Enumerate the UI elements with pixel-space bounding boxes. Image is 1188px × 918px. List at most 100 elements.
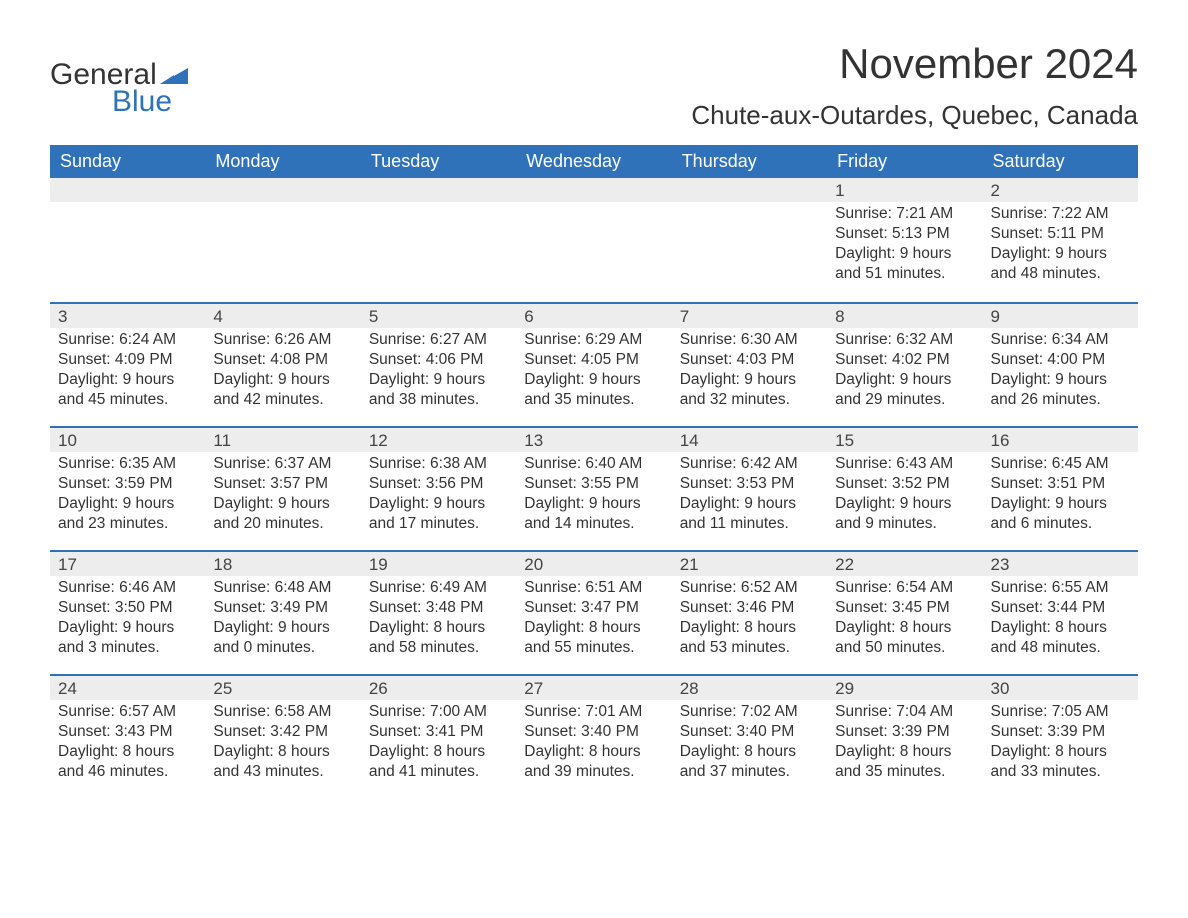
dow-saturday: Saturday	[983, 145, 1138, 178]
sunrise-text: Sunrise: 6:58 AM	[213, 702, 352, 722]
sunrise-text: Sunrise: 6:51 AM	[524, 578, 663, 598]
sunrise-text: Sunrise: 7:01 AM	[524, 702, 663, 722]
day-cell: 4Sunrise: 6:26 AMSunset: 4:08 PMDaylight…	[205, 304, 360, 426]
day-body: Sunrise: 7:04 AMSunset: 3:39 PMDaylight:…	[827, 700, 982, 791]
sunrise-text: Sunrise: 6:32 AM	[835, 330, 974, 350]
daylight-text: Daylight: 9 hours and 32 minutes.	[680, 370, 819, 410]
day-number: 7	[672, 304, 827, 328]
sunrise-text: Sunrise: 7:04 AM	[835, 702, 974, 722]
sunset-text: Sunset: 3:56 PM	[369, 474, 508, 494]
sunrise-text: Sunrise: 6:35 AM	[58, 454, 197, 474]
day-number	[672, 178, 827, 202]
dow-sunday: Sunday	[50, 145, 205, 178]
title-block: November 2024 Chute-aux-Outardes, Quebec…	[691, 40, 1138, 131]
daylight-text: Daylight: 9 hours and 38 minutes.	[369, 370, 508, 410]
day-number: 17	[50, 552, 205, 576]
dow-thursday: Thursday	[672, 145, 827, 178]
sunrise-text: Sunrise: 6:45 AM	[991, 454, 1130, 474]
sunrise-text: Sunrise: 7:21 AM	[835, 204, 974, 224]
day-body: Sunrise: 7:21 AMSunset: 5:13 PMDaylight:…	[827, 202, 982, 293]
day-cell	[672, 178, 827, 302]
daylight-text: Daylight: 8 hours and 35 minutes.	[835, 742, 974, 782]
day-number: 27	[516, 676, 671, 700]
day-number: 30	[983, 676, 1138, 700]
week-row: 10Sunrise: 6:35 AMSunset: 3:59 PMDayligh…	[50, 426, 1138, 550]
day-number: 28	[672, 676, 827, 700]
day-body: Sunrise: 6:48 AMSunset: 3:49 PMDaylight:…	[205, 576, 360, 667]
header: General Blue November 2024 Chute-aux-Out…	[50, 40, 1138, 131]
sunset-text: Sunset: 4:03 PM	[680, 350, 819, 370]
sunrise-text: Sunrise: 7:00 AM	[369, 702, 508, 722]
week-row: 1Sunrise: 7:21 AMSunset: 5:13 PMDaylight…	[50, 178, 1138, 302]
day-number	[205, 178, 360, 202]
sunrise-text: Sunrise: 6:37 AM	[213, 454, 352, 474]
sunrise-text: Sunrise: 6:29 AM	[524, 330, 663, 350]
sunset-text: Sunset: 3:51 PM	[991, 474, 1130, 494]
sunset-text: Sunset: 3:55 PM	[524, 474, 663, 494]
sunset-text: Sunset: 4:08 PM	[213, 350, 352, 370]
logo: General Blue	[50, 40, 188, 117]
daylight-text: Daylight: 9 hours and 23 minutes.	[58, 494, 197, 534]
daylight-text: Daylight: 9 hours and 29 minutes.	[835, 370, 974, 410]
daylight-text: Daylight: 9 hours and 9 minutes.	[835, 494, 974, 534]
daylight-text: Daylight: 9 hours and 0 minutes.	[213, 618, 352, 658]
day-cell: 20Sunrise: 6:51 AMSunset: 3:47 PMDayligh…	[516, 552, 671, 674]
day-cell: 7Sunrise: 6:30 AMSunset: 4:03 PMDaylight…	[672, 304, 827, 426]
day-body: Sunrise: 7:00 AMSunset: 3:41 PMDaylight:…	[361, 700, 516, 791]
daylight-text: Daylight: 8 hours and 37 minutes.	[680, 742, 819, 782]
day-cell: 22Sunrise: 6:54 AMSunset: 3:45 PMDayligh…	[827, 552, 982, 674]
day-cell: 23Sunrise: 6:55 AMSunset: 3:44 PMDayligh…	[983, 552, 1138, 674]
daylight-text: Daylight: 9 hours and 48 minutes.	[991, 244, 1130, 284]
daylight-text: Daylight: 9 hours and 3 minutes.	[58, 618, 197, 658]
day-body: Sunrise: 6:51 AMSunset: 3:47 PMDaylight:…	[516, 576, 671, 667]
daylight-text: Daylight: 8 hours and 33 minutes.	[991, 742, 1130, 782]
day-number: 25	[205, 676, 360, 700]
week-row: 24Sunrise: 6:57 AMSunset: 3:43 PMDayligh…	[50, 674, 1138, 798]
day-cell: 10Sunrise: 6:35 AMSunset: 3:59 PMDayligh…	[50, 428, 205, 550]
day-number: 1	[827, 178, 982, 202]
day-number: 11	[205, 428, 360, 452]
sunrise-text: Sunrise: 6:24 AM	[58, 330, 197, 350]
day-number: 8	[827, 304, 982, 328]
day-cell	[205, 178, 360, 302]
day-body: Sunrise: 6:46 AMSunset: 3:50 PMDaylight:…	[50, 576, 205, 667]
day-number: 3	[50, 304, 205, 328]
dow-monday: Monday	[205, 145, 360, 178]
sunset-text: Sunset: 3:59 PM	[58, 474, 197, 494]
daylight-text: Daylight: 9 hours and 51 minutes.	[835, 244, 974, 284]
day-cell: 29Sunrise: 7:04 AMSunset: 3:39 PMDayligh…	[827, 676, 982, 798]
day-body: Sunrise: 6:30 AMSunset: 4:03 PMDaylight:…	[672, 328, 827, 419]
sunrise-text: Sunrise: 7:05 AM	[991, 702, 1130, 722]
day-cell: 15Sunrise: 6:43 AMSunset: 3:52 PMDayligh…	[827, 428, 982, 550]
day-body: Sunrise: 6:45 AMSunset: 3:51 PMDaylight:…	[983, 452, 1138, 543]
day-cell: 25Sunrise: 6:58 AMSunset: 3:42 PMDayligh…	[205, 676, 360, 798]
day-number: 29	[827, 676, 982, 700]
daylight-text: Daylight: 9 hours and 45 minutes.	[58, 370, 197, 410]
sunrise-text: Sunrise: 6:55 AM	[991, 578, 1130, 598]
days-of-week-row: Sunday Monday Tuesday Wednesday Thursday…	[50, 145, 1138, 178]
day-number: 6	[516, 304, 671, 328]
day-number	[516, 178, 671, 202]
daylight-text: Daylight: 8 hours and 41 minutes.	[369, 742, 508, 782]
day-number: 13	[516, 428, 671, 452]
day-cell: 18Sunrise: 6:48 AMSunset: 3:49 PMDayligh…	[205, 552, 360, 674]
daylight-text: Daylight: 8 hours and 39 minutes.	[524, 742, 663, 782]
day-body: Sunrise: 6:38 AMSunset: 3:56 PMDaylight:…	[361, 452, 516, 543]
week-row: 17Sunrise: 6:46 AMSunset: 3:50 PMDayligh…	[50, 550, 1138, 674]
daylight-text: Daylight: 8 hours and 48 minutes.	[991, 618, 1130, 658]
day-cell: 5Sunrise: 6:27 AMSunset: 4:06 PMDaylight…	[361, 304, 516, 426]
day-cell: 2Sunrise: 7:22 AMSunset: 5:11 PMDaylight…	[983, 178, 1138, 302]
day-number: 4	[205, 304, 360, 328]
day-body: Sunrise: 6:34 AMSunset: 4:00 PMDaylight:…	[983, 328, 1138, 419]
sunset-text: Sunset: 3:46 PM	[680, 598, 819, 618]
sunset-text: Sunset: 3:40 PM	[524, 722, 663, 742]
calendar: Sunday Monday Tuesday Wednesday Thursday…	[50, 145, 1138, 798]
sunrise-text: Sunrise: 6:57 AM	[58, 702, 197, 722]
sunset-text: Sunset: 3:45 PM	[835, 598, 974, 618]
day-cell	[50, 178, 205, 302]
day-cell: 14Sunrise: 6:42 AMSunset: 3:53 PMDayligh…	[672, 428, 827, 550]
day-cell: 13Sunrise: 6:40 AMSunset: 3:55 PMDayligh…	[516, 428, 671, 550]
sunrise-text: Sunrise: 7:22 AM	[991, 204, 1130, 224]
daylight-text: Daylight: 9 hours and 11 minutes.	[680, 494, 819, 534]
day-cell: 24Sunrise: 6:57 AMSunset: 3:43 PMDayligh…	[50, 676, 205, 798]
